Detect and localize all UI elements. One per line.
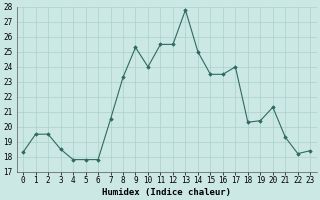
X-axis label: Humidex (Indice chaleur): Humidex (Indice chaleur) — [102, 188, 231, 197]
